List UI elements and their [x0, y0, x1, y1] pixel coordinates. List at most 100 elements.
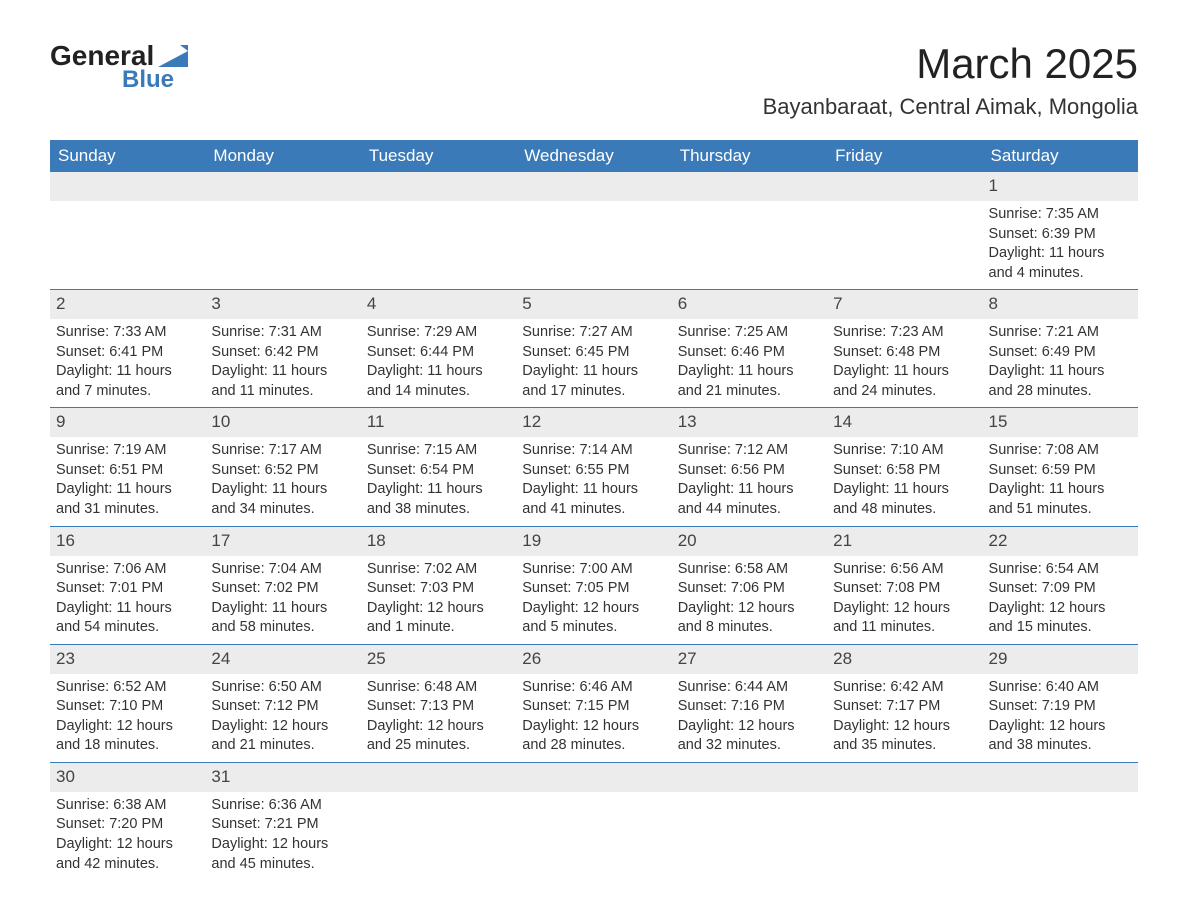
day-ss: Sunset: 7:09 PM: [989, 579, 1132, 599]
day-sr: Sunrise: 7:00 AM: [522, 560, 665, 580]
day-dl1: Daylight: 11 hours: [367, 480, 510, 500]
day-details: Sunrise: 6:50 AMSunset: 7:12 PMDaylight:…: [205, 674, 360, 763]
day-number: 29: [983, 644, 1138, 673]
day-number: [516, 762, 671, 791]
day-dl1: Daylight: 11 hours: [56, 480, 199, 500]
day-details: [516, 792, 671, 880]
day-dl1: Daylight: 11 hours: [833, 480, 976, 500]
day-detail-row: Sunrise: 6:52 AMSunset: 7:10 PMDaylight:…: [50, 674, 1138, 763]
day-details: [205, 201, 360, 290]
day-number: 28: [827, 644, 982, 673]
day-details: [672, 201, 827, 290]
day-dl1: Daylight: 12 hours: [211, 717, 354, 737]
day-number: 9: [50, 408, 205, 437]
title-block: March 2025 Bayanbaraat, Central Aimak, M…: [763, 40, 1138, 120]
day-sr: Sunrise: 7:31 AM: [211, 323, 354, 343]
day-number: [983, 762, 1138, 791]
day-details: Sunrise: 7:15 AMSunset: 6:54 PMDaylight:…: [361, 437, 516, 526]
day-ss: Sunset: 6:56 PM: [678, 461, 821, 481]
day-ss: Sunset: 6:54 PM: [367, 461, 510, 481]
day-details: [361, 201, 516, 290]
day-dl2: and 21 minutes.: [211, 736, 354, 756]
day-dl2: and 21 minutes.: [678, 382, 821, 402]
day-ss: Sunset: 6:39 PM: [989, 225, 1132, 245]
day-dl1: Daylight: 11 hours: [989, 480, 1132, 500]
day-ss: Sunset: 6:51 PM: [56, 461, 199, 481]
day-details: Sunrise: 6:42 AMSunset: 7:17 PMDaylight:…: [827, 674, 982, 763]
day-dl1: Daylight: 11 hours: [522, 480, 665, 500]
day-detail-row: Sunrise: 7:35 AMSunset: 6:39 PMDaylight:…: [50, 201, 1138, 290]
day-dl2: and 51 minutes.: [989, 500, 1132, 520]
day-sr: Sunrise: 6:50 AM: [211, 678, 354, 698]
day-number: 24: [205, 644, 360, 673]
day-detail-row: Sunrise: 7:06 AMSunset: 7:01 PMDaylight:…: [50, 556, 1138, 645]
day-detail-row: Sunrise: 7:33 AMSunset: 6:41 PMDaylight:…: [50, 319, 1138, 408]
day-number: [827, 762, 982, 791]
day-dl1: Daylight: 12 hours: [56, 835, 199, 855]
day-dl2: and 32 minutes.: [678, 736, 821, 756]
day-number: 1: [983, 172, 1138, 201]
day-ss: Sunset: 6:52 PM: [211, 461, 354, 481]
logo-text-blue: Blue: [122, 66, 188, 94]
day-number: 12: [516, 408, 671, 437]
day-dl1: Daylight: 11 hours: [989, 244, 1132, 264]
logo-shape-icon: [158, 45, 188, 67]
day-dl2: and 11 minutes.: [833, 618, 976, 638]
day-details: Sunrise: 6:46 AMSunset: 7:15 PMDaylight:…: [516, 674, 671, 763]
day-details: Sunrise: 7:17 AMSunset: 6:52 PMDaylight:…: [205, 437, 360, 526]
day-number-row: 3031: [50, 762, 1138, 791]
day-number: 7: [827, 290, 982, 319]
day-sr: Sunrise: 7:10 AM: [833, 441, 976, 461]
day-details: Sunrise: 7:10 AMSunset: 6:58 PMDaylight:…: [827, 437, 982, 526]
day-ss: Sunset: 7:20 PM: [56, 815, 199, 835]
day-ss: Sunset: 7:19 PM: [989, 697, 1132, 717]
day-sr: Sunrise: 7:15 AM: [367, 441, 510, 461]
day-dl2: and 44 minutes.: [678, 500, 821, 520]
day-details: Sunrise: 7:08 AMSunset: 6:59 PMDaylight:…: [983, 437, 1138, 526]
day-ss: Sunset: 7:21 PM: [211, 815, 354, 835]
day-dl1: Daylight: 11 hours: [211, 480, 354, 500]
day-details: Sunrise: 7:25 AMSunset: 6:46 PMDaylight:…: [672, 319, 827, 408]
day-sr: Sunrise: 6:36 AM: [211, 796, 354, 816]
day-ss: Sunset: 7:12 PM: [211, 697, 354, 717]
day-dl2: and 15 minutes.: [989, 618, 1132, 638]
day-number: 15: [983, 408, 1138, 437]
day-details: Sunrise: 7:12 AMSunset: 6:56 PMDaylight:…: [672, 437, 827, 526]
day-sr: Sunrise: 6:40 AM: [989, 678, 1132, 698]
day-dl2: and 1 minute.: [367, 618, 510, 638]
day-number: 6: [672, 290, 827, 319]
day-dl2: and 24 minutes.: [833, 382, 976, 402]
day-dl1: Daylight: 11 hours: [367, 362, 510, 382]
day-dl1: Daylight: 11 hours: [833, 362, 976, 382]
day-number: 13: [672, 408, 827, 437]
day-details: Sunrise: 7:06 AMSunset: 7:01 PMDaylight:…: [50, 556, 205, 645]
page-title: March 2025: [763, 40, 1138, 88]
day-number: [361, 762, 516, 791]
day-sr: Sunrise: 7:29 AM: [367, 323, 510, 343]
day-details: [50, 201, 205, 290]
day-dl2: and 58 minutes.: [211, 618, 354, 638]
day-details: Sunrise: 6:54 AMSunset: 7:09 PMDaylight:…: [983, 556, 1138, 645]
day-dl2: and 35 minutes.: [833, 736, 976, 756]
day-details: [361, 792, 516, 880]
day-detail-row: Sunrise: 7:19 AMSunset: 6:51 PMDaylight:…: [50, 437, 1138, 526]
day-ss: Sunset: 7:10 PM: [56, 697, 199, 717]
day-details: Sunrise: 7:33 AMSunset: 6:41 PMDaylight:…: [50, 319, 205, 408]
day-number: [516, 172, 671, 201]
day-dl1: Daylight: 12 hours: [833, 717, 976, 737]
day-details: Sunrise: 6:36 AMSunset: 7:21 PMDaylight:…: [205, 792, 360, 880]
day-number-row: 16171819202122: [50, 526, 1138, 555]
day-details: [516, 201, 671, 290]
day-dl2: and 41 minutes.: [522, 500, 665, 520]
day-details: Sunrise: 7:14 AMSunset: 6:55 PMDaylight:…: [516, 437, 671, 526]
day-dl2: and 28 minutes.: [522, 736, 665, 756]
day-details: [672, 792, 827, 880]
day-dl1: Daylight: 11 hours: [522, 362, 665, 382]
day-dl2: and 48 minutes.: [833, 500, 976, 520]
day-dl2: and 54 minutes.: [56, 618, 199, 638]
day-ss: Sunset: 7:15 PM: [522, 697, 665, 717]
weekday-header: Saturday: [983, 140, 1138, 172]
day-ss: Sunset: 7:08 PM: [833, 579, 976, 599]
day-dl1: Daylight: 12 hours: [833, 599, 976, 619]
day-ss: Sunset: 6:44 PM: [367, 343, 510, 363]
